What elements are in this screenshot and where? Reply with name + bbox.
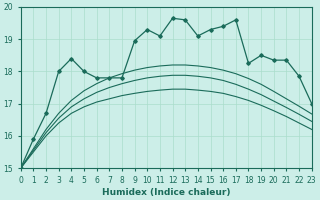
X-axis label: Humidex (Indice chaleur): Humidex (Indice chaleur) — [102, 188, 230, 197]
